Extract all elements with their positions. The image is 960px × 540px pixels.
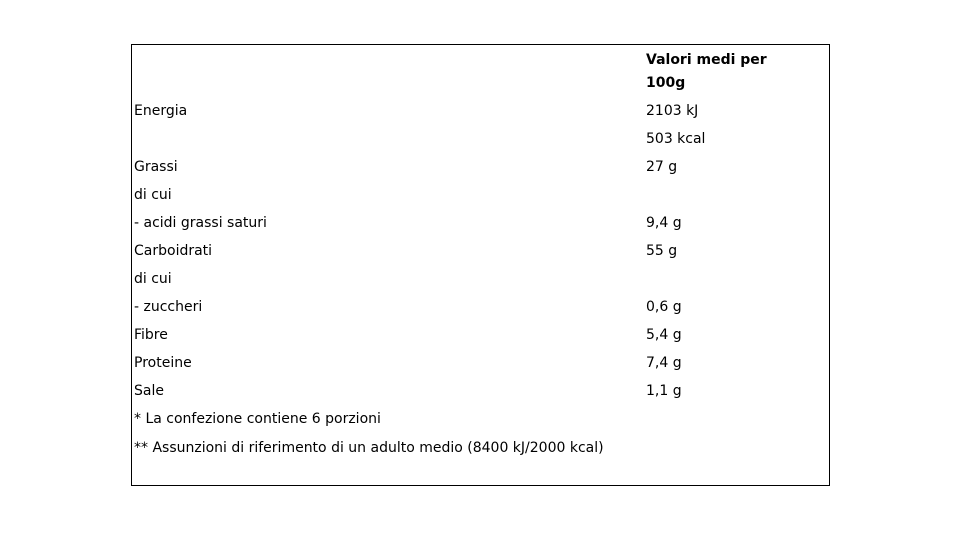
row-value: 5,4 g bbox=[646, 327, 682, 343]
row-value: 27 g bbox=[646, 159, 678, 175]
column-header: Valori medi per 100g bbox=[646, 52, 767, 91]
row-value: 2103 kJ bbox=[646, 103, 699, 119]
row-value: 503 kcal bbox=[646, 131, 706, 147]
row-label: Carboidrati bbox=[134, 243, 213, 259]
row-value: 9,4 g bbox=[646, 215, 682, 231]
row-label: di cui bbox=[134, 271, 172, 287]
row-label: Sale bbox=[134, 383, 164, 399]
row-label: Fibre bbox=[134, 327, 168, 343]
row-label: Grassi bbox=[134, 159, 178, 175]
row-value: 1,1 g bbox=[646, 383, 682, 399]
row-value: 0,6 g bbox=[646, 299, 682, 315]
row-label: Proteine bbox=[134, 355, 192, 371]
row-label: di cui bbox=[134, 187, 172, 203]
row-label: Energia bbox=[134, 103, 188, 119]
row-value: 7,4 g bbox=[646, 355, 682, 371]
footnote: ** Assunzioni di riferimento di un adult… bbox=[134, 440, 604, 456]
row-value: 55 g bbox=[646, 243, 678, 259]
footnote: * La confezione contiene 6 porzioni bbox=[134, 411, 381, 427]
row-label: - acidi grassi saturi bbox=[134, 215, 267, 231]
nutrition-table bbox=[131, 44, 830, 486]
row-label: - zuccheri bbox=[134, 299, 203, 315]
